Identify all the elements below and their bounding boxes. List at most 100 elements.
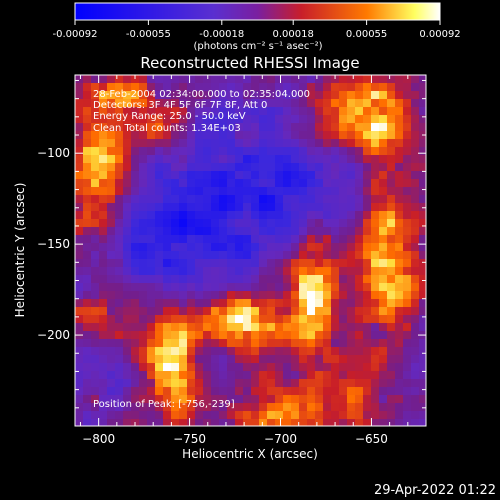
heatmap-cell <box>363 83 372 92</box>
heatmap-cell <box>339 299 348 308</box>
heatmap-cell <box>211 195 220 204</box>
heatmap-cell <box>347 403 356 412</box>
heatmap-cell <box>323 283 332 292</box>
heatmap-cell <box>307 83 316 92</box>
heatmap-cell <box>155 147 164 156</box>
heatmap-cell <box>331 315 340 324</box>
heatmap-cell <box>347 315 356 324</box>
heatmap-cell <box>411 227 420 236</box>
heatmap-cell <box>411 107 420 116</box>
heatmap-cell <box>99 83 108 92</box>
heatmap-cell <box>259 235 268 244</box>
heatmap-cell <box>147 355 156 364</box>
heatmap-cell <box>147 83 156 92</box>
heatmap-cell <box>171 171 180 180</box>
heatmap-cell <box>243 339 252 348</box>
heatmap-cell <box>99 355 108 364</box>
heatmap-cell <box>211 403 220 412</box>
heatmap-cell <box>355 107 364 116</box>
heatmap-cell <box>315 235 324 244</box>
heatmap-cell <box>99 155 108 164</box>
heatmap-cell <box>235 195 244 204</box>
heatmap-cell <box>403 275 412 284</box>
heatmap-cell <box>75 235 84 244</box>
heatmap-cell <box>123 219 132 228</box>
heatmap-cell <box>131 395 140 404</box>
heatmap-cell <box>243 315 252 324</box>
heatmap-cell <box>147 171 156 180</box>
heatmap-cell <box>187 267 196 276</box>
heatmap-cell <box>243 259 252 268</box>
heatmap-cell <box>219 339 228 348</box>
heatmap-cell <box>251 363 260 372</box>
heatmap-cell <box>99 107 108 116</box>
heatmap-cell <box>331 235 340 244</box>
heatmap-cell <box>347 75 356 84</box>
heatmap-cell <box>91 371 100 380</box>
heatmap-cell <box>91 291 100 300</box>
timestamp: 29-Apr-2022 01:22 <box>374 483 496 498</box>
heatmap-cell <box>171 251 180 260</box>
heatmap-cell <box>203 251 212 260</box>
heatmap-cell <box>179 203 188 212</box>
heatmap-cell <box>163 227 172 236</box>
heatmap-cell <box>235 123 244 132</box>
heatmap-cell <box>155 243 164 252</box>
heatmap-cell <box>147 371 156 380</box>
heatmap-cell <box>419 115 426 124</box>
heatmap-cell <box>227 139 236 148</box>
heatmap-cell <box>291 115 300 124</box>
heatmap-cell <box>387 171 396 180</box>
heatmap-cell <box>155 259 164 268</box>
heatmap-cell <box>219 179 228 188</box>
heatmap-cell <box>283 147 292 156</box>
heatmap-cell <box>259 395 268 404</box>
heatmap-cell <box>339 83 348 92</box>
heatmap-cell <box>235 339 244 348</box>
heatmap-cell <box>371 387 380 396</box>
heatmap-cell <box>275 355 284 364</box>
heatmap-cell <box>83 315 92 324</box>
heatmap-cell <box>355 91 364 100</box>
heatmap-cell <box>155 227 164 236</box>
heatmap-cell <box>339 243 348 252</box>
heatmap-cell <box>251 275 260 284</box>
heatmap-cell <box>331 115 340 124</box>
heatmap-cell <box>395 91 404 100</box>
heatmap-cell <box>283 115 292 124</box>
heatmap-cell <box>363 235 372 244</box>
heatmap-cell <box>235 163 244 172</box>
heatmap-cell <box>355 203 364 212</box>
heatmap-cell <box>203 187 212 196</box>
heatmap-cell <box>155 291 164 300</box>
heatmap-cell <box>219 371 228 380</box>
heatmap-cell <box>403 299 412 308</box>
heatmap-cell <box>371 371 380 380</box>
heatmap-cell <box>395 123 404 132</box>
heatmap-cell <box>171 99 180 108</box>
heatmap-cell <box>363 227 372 236</box>
heatmap-cell <box>227 131 236 140</box>
heatmap-cell <box>387 403 396 412</box>
heatmap-cell <box>307 259 316 268</box>
heatmap-cell <box>235 155 244 164</box>
heatmap-cell <box>107 299 116 308</box>
heatmap-cell <box>251 339 260 348</box>
heatmap-cell <box>195 259 204 268</box>
heatmap-cell <box>323 123 332 132</box>
heatmap-cell <box>235 171 244 180</box>
heatmap-cell <box>307 139 316 148</box>
heatmap-cell <box>291 315 300 324</box>
heatmap-cell <box>179 91 188 100</box>
heatmap-cell <box>275 283 284 292</box>
heatmap-cell <box>267 179 276 188</box>
heatmap-cell <box>259 419 268 426</box>
heatmap-cell <box>395 139 404 148</box>
heatmap-cell <box>363 115 372 124</box>
heatmap-cell <box>83 331 92 340</box>
heatmap-cell <box>259 115 268 124</box>
heatmap-cell <box>99 347 108 356</box>
heatmap-cell <box>107 227 116 236</box>
heatmap-cell <box>211 147 220 156</box>
heatmap-cell <box>195 307 204 316</box>
